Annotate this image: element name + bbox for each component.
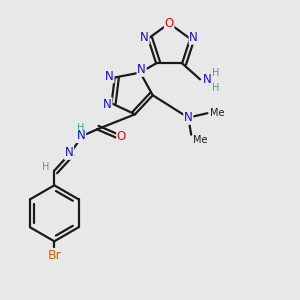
Text: O: O <box>164 17 174 30</box>
Text: N: N <box>103 98 112 111</box>
Text: H: H <box>212 68 219 78</box>
Text: N: N <box>137 63 146 76</box>
Text: H: H <box>42 162 50 172</box>
Text: H: H <box>77 123 85 133</box>
Text: N: N <box>105 70 114 83</box>
Text: N: N <box>203 73 212 86</box>
Text: N: N <box>184 111 193 124</box>
Text: Me: Me <box>210 108 224 118</box>
Text: N: N <box>77 129 85 142</box>
Text: O: O <box>117 130 126 143</box>
Text: Br: Br <box>47 249 61 262</box>
Text: N: N <box>189 31 198 44</box>
Text: Me: Me <box>193 135 207 145</box>
Text: N: N <box>65 146 74 159</box>
Text: H: H <box>212 82 219 93</box>
Text: N: N <box>140 31 149 44</box>
